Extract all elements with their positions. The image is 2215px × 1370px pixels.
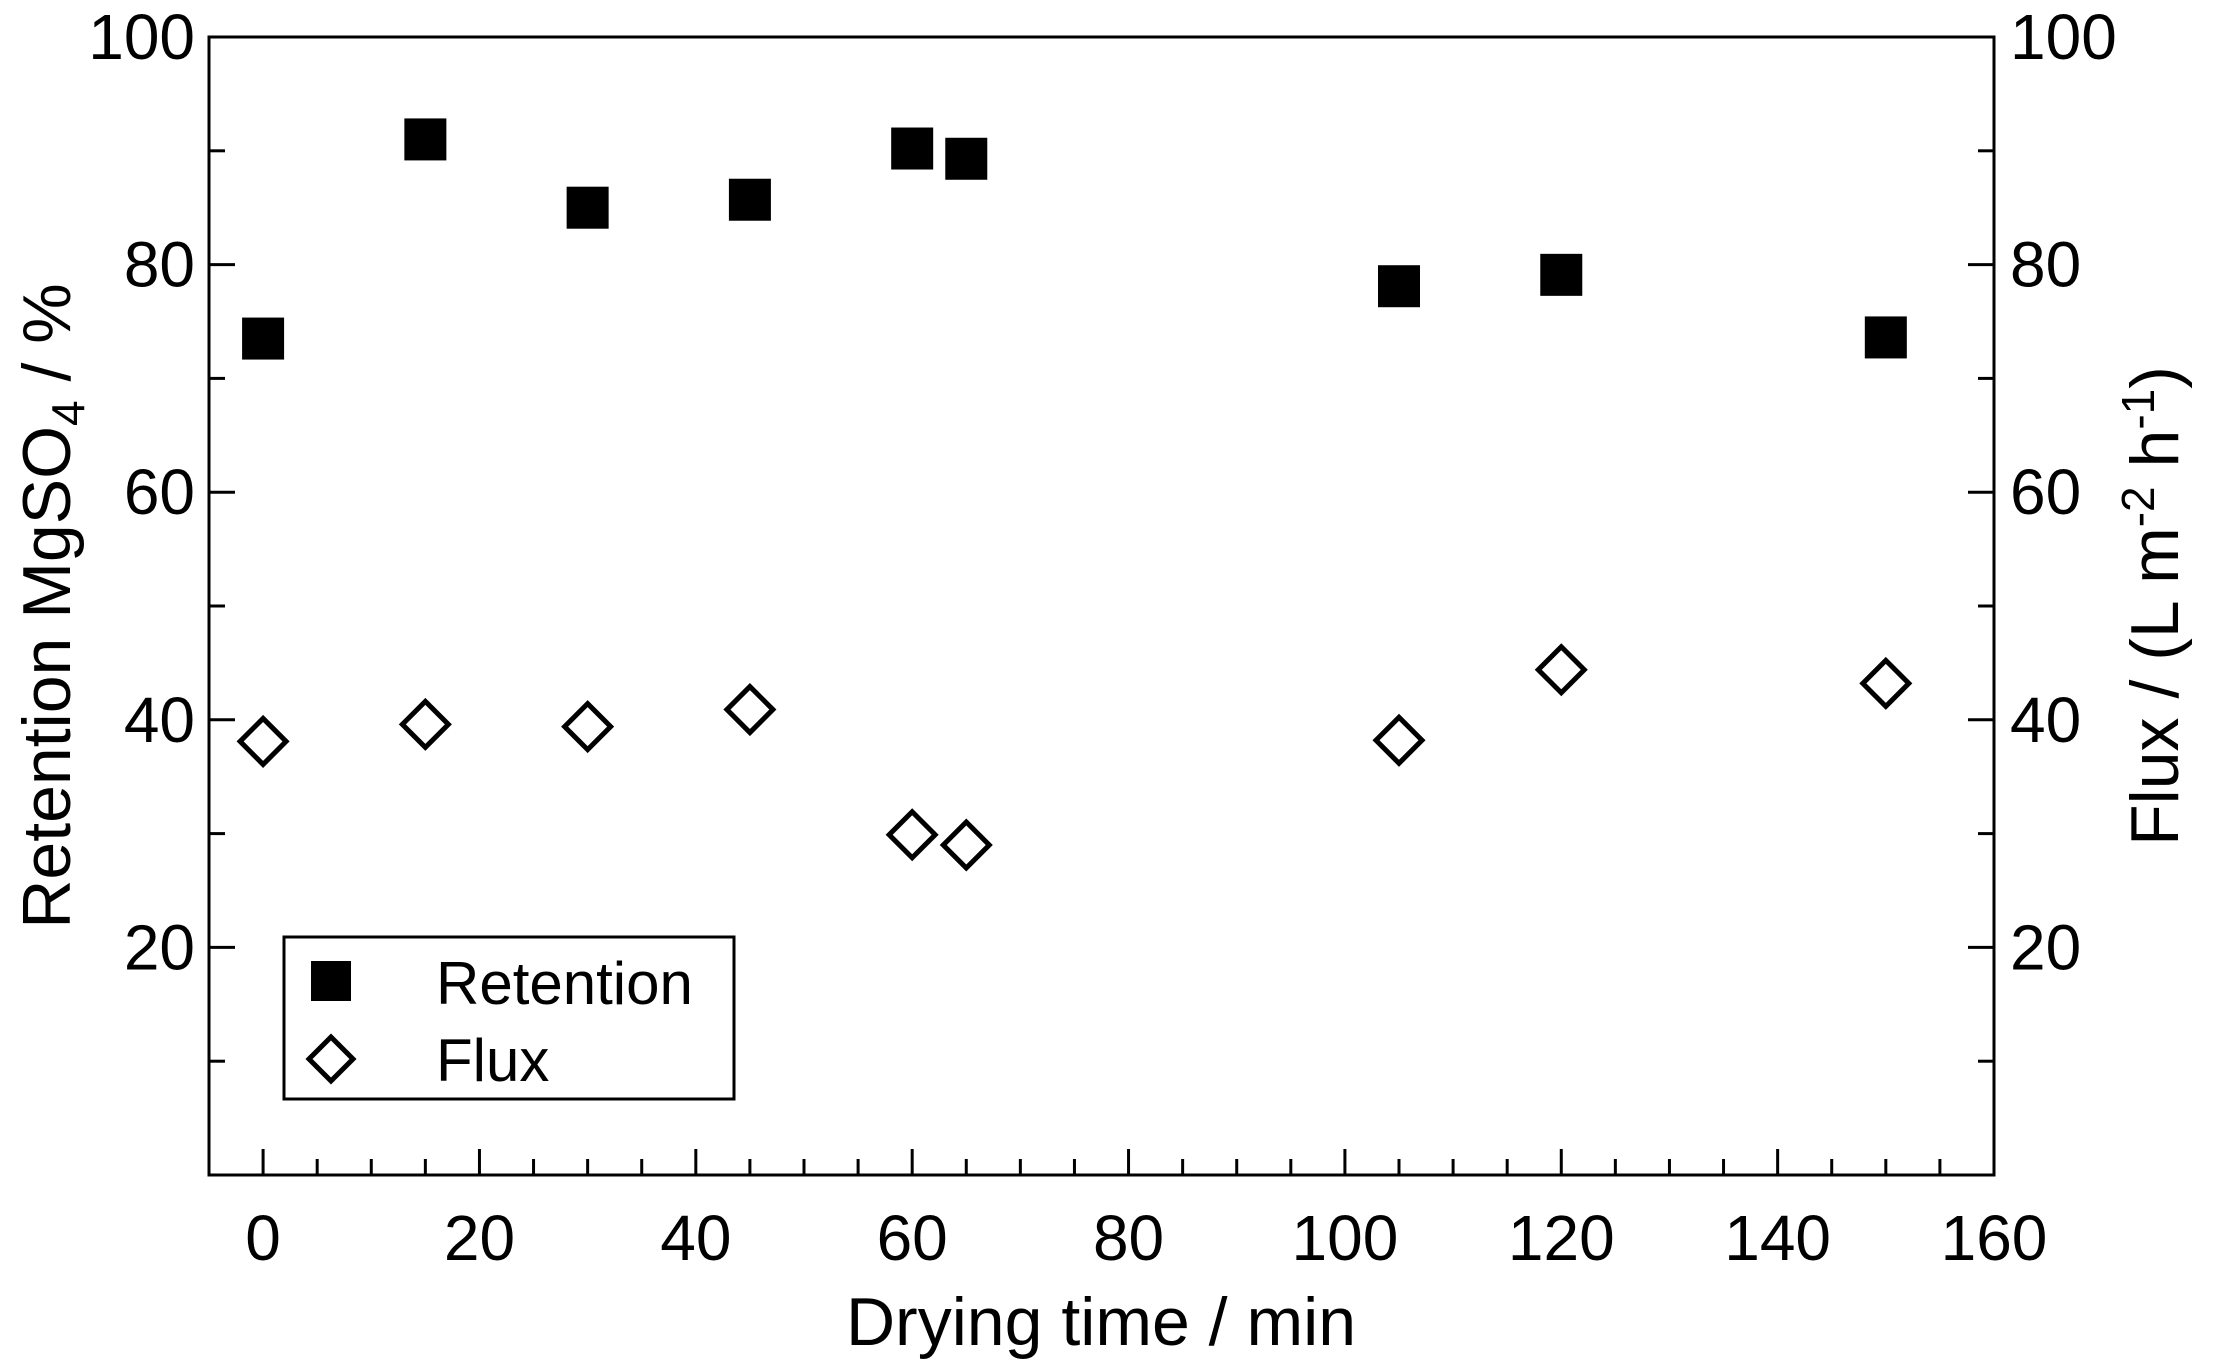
x-axis-label: Drying time / min bbox=[846, 1284, 1356, 1360]
right-axis-label-mid: h bbox=[2117, 430, 2193, 487]
ticks bbox=[207, 149, 1996, 1175]
right-axis-label: Flux / (L m-2 h-1) bbox=[2112, 366, 2193, 846]
tick-labels: 0 20 40 60 80 100 120 140 160 20 20 40 40 60 60 80 80 100… bbox=[88, 1, 2117, 1274]
right-axis-label-sup2: -1 bbox=[2112, 389, 2164, 430]
retention-point bbox=[566, 186, 609, 229]
x-tick-label: 120 bbox=[1508, 1202, 1615, 1274]
flux-point bbox=[1859, 656, 1913, 710]
retention-point bbox=[945, 137, 988, 180]
legend-marker-flux bbox=[305, 1033, 357, 1085]
flux-point bbox=[561, 700, 615, 754]
series-markers bbox=[236, 118, 1913, 872]
left-axis-label-unit: / % bbox=[9, 283, 85, 400]
left-y-tick-label: 40 bbox=[124, 684, 195, 756]
x-tick-label: 100 bbox=[1292, 1202, 1399, 1274]
right-axis-label-sup1: -2 bbox=[2112, 486, 2164, 527]
retention-point bbox=[242, 317, 285, 360]
x-tick-label: 60 bbox=[877, 1202, 948, 1274]
legend-label-flux: Flux bbox=[436, 1027, 549, 1094]
flux-point bbox=[398, 697, 452, 751]
right-y-tick-label: 40 bbox=[2010, 684, 2081, 756]
left-axis-label-subscript: 4 bbox=[42, 400, 94, 426]
left-y-tick-label: 60 bbox=[124, 456, 195, 528]
retention-point bbox=[728, 178, 771, 221]
x-tick-label: 0 bbox=[245, 1202, 281, 1274]
right-y-tick-label: 20 bbox=[2010, 911, 2081, 983]
right-y-tick-label: 100 bbox=[2010, 1, 2117, 73]
flux-point bbox=[1534, 643, 1588, 697]
legend-marker-retention bbox=[311, 961, 351, 1001]
flux-point bbox=[939, 818, 993, 872]
flux-point bbox=[885, 808, 939, 862]
flux-point bbox=[1372, 713, 1426, 767]
legend-box bbox=[282, 935, 736, 1101]
x-tick-label: 140 bbox=[1724, 1202, 1831, 1274]
retention-point bbox=[1864, 316, 1907, 359]
left-y-tick-label: 20 bbox=[124, 911, 195, 983]
retention-point bbox=[891, 127, 934, 170]
left-y-tick-label: 80 bbox=[124, 229, 195, 301]
left-y-tick-label: 100 bbox=[88, 1, 195, 73]
x-tick-label: 80 bbox=[1093, 1202, 1164, 1274]
flux-point bbox=[236, 714, 290, 768]
right-y-tick-label: 80 bbox=[2010, 229, 2081, 301]
retention-point bbox=[404, 118, 447, 161]
legend-label-retention: Retention bbox=[436, 950, 693, 1017]
legend: Retention Flux bbox=[282, 935, 736, 1101]
x-tick-label: 160 bbox=[1941, 1202, 2048, 1274]
right-y-tick-label: 60 bbox=[2010, 456, 2081, 528]
left-axis-label-main: Retention MgSO bbox=[9, 426, 85, 929]
right-axis-label-end: ) bbox=[2117, 366, 2193, 389]
left-axis-label: Retention MgSO4 / % bbox=[9, 283, 94, 928]
x-tick-label: 40 bbox=[660, 1202, 731, 1274]
right-axis-label-main: Flux / (L m bbox=[2117, 527, 2193, 846]
x-tick-label: 20 bbox=[444, 1202, 515, 1274]
flux-point bbox=[723, 683, 777, 737]
retention-point bbox=[1540, 253, 1583, 296]
retention-point bbox=[1378, 265, 1420, 308]
